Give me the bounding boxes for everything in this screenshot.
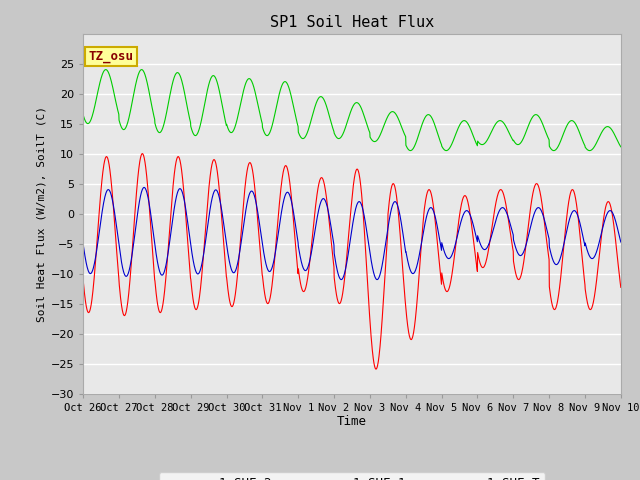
X-axis label: Time: Time (337, 415, 367, 429)
sp1_SHF_T (617, 144, 625, 150)
sp1_SHF_1 (79, 242, 87, 248)
sp1_SHF_1 (368, 260, 376, 265)
sp1_SHF_2 (617, 285, 625, 290)
sp1_SHF_2 (368, 339, 376, 345)
sp1_SHF_T (79, 112, 87, 118)
sp1_SHF_2 (79, 277, 87, 283)
Line: sp1_SHF_2: sp1_SHF_2 (83, 154, 621, 369)
sp1_SHF_1 (230, 270, 237, 276)
sp1_SHF_2 (570, 188, 577, 194)
sp1_SHF_2 (380, 296, 387, 302)
sp1_SHF_T (102, 67, 109, 72)
sp1_SHF_1 (585, 252, 593, 257)
sp1_SHF_1 (570, 208, 577, 214)
sp1_SHF_1 (140, 185, 148, 191)
sp1_SHF_2 (372, 366, 380, 372)
Title: SP1 Soil Heat Flux: SP1 Soil Heat Flux (270, 15, 434, 30)
sp1_SHF_T (585, 147, 593, 153)
sp1_SHF_T (380, 124, 387, 130)
sp1_SHF_1 (373, 276, 381, 282)
Line: sp1_SHF_T: sp1_SHF_T (83, 70, 621, 151)
sp1_SHF_T (509, 137, 516, 143)
sp1_SHF_1 (380, 254, 387, 260)
Legend: sp1_SHF_2, sp1_SHF_1, sp1_SHF_T: sp1_SHF_2, sp1_SHF_1, sp1_SHF_T (159, 472, 545, 480)
sp1_SHF_T (570, 119, 577, 124)
sp1_SHF_2 (509, 244, 516, 250)
sp1_SHF_2 (585, 304, 593, 310)
sp1_SHF_2 (230, 301, 237, 307)
Text: TZ_osu: TZ_osu (88, 50, 134, 63)
sp1_SHF_T (442, 148, 450, 154)
sp1_SHF_2 (138, 151, 146, 156)
sp1_SHF_T (230, 128, 237, 133)
sp1_SHF_1 (509, 229, 516, 235)
Y-axis label: Soil Heat Flux (W/m2), SoilT (C): Soil Heat Flux (W/m2), SoilT (C) (36, 106, 47, 322)
Line: sp1_SHF_1: sp1_SHF_1 (83, 188, 621, 279)
sp1_SHF_T (368, 137, 376, 143)
sp1_SHF_1 (617, 239, 625, 245)
